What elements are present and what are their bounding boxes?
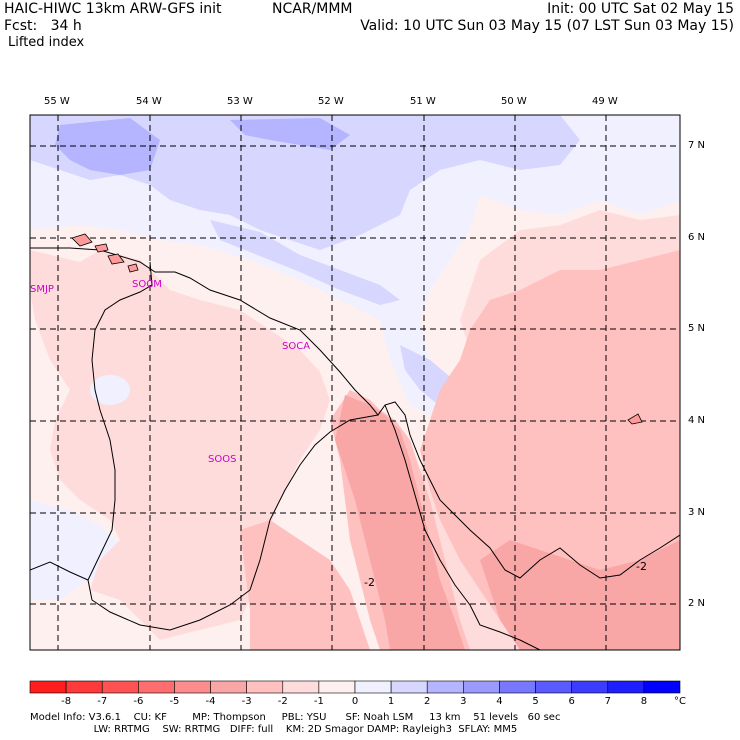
lat-label: 2 N xyxy=(688,598,706,609)
lon-label: 52 W xyxy=(318,96,344,107)
colorbar-label: -6 xyxy=(133,696,144,707)
colorbar-swatch xyxy=(29,680,67,694)
field-blob xyxy=(618,270,642,290)
forecast-hour: Fcst: 34 h xyxy=(4,18,82,34)
lat-label: 3 N xyxy=(688,507,706,518)
border-line xyxy=(384,404,541,650)
lon-label: 55 W xyxy=(44,96,70,107)
contour-label: -2 xyxy=(636,560,647,573)
colorbar-label: -3 xyxy=(241,696,252,707)
field-deeper-pink-region xyxy=(420,250,680,650)
colorbar-swatch xyxy=(210,680,247,694)
colorbar-label: 2 xyxy=(424,696,431,707)
station-label: SOCM xyxy=(132,279,162,290)
field-mid-blue-region xyxy=(30,115,580,250)
model-title: HAIC-HIWC 13km ARW-GFS init xyxy=(4,1,222,17)
init-time: Init: 00 UTC Sat 02 May 15 xyxy=(547,1,734,17)
coastline xyxy=(30,247,680,579)
model-info-line1: Model Info: V3.6.1 CU: KF MP: Thompson P… xyxy=(30,712,561,723)
field-mid-blue-region xyxy=(210,220,400,305)
institution-label: NCAR/MMM xyxy=(272,1,353,17)
colorbar-swatch xyxy=(499,680,536,694)
lon-label: 49 W xyxy=(592,96,618,107)
colorbar-label: 7 xyxy=(604,696,611,707)
colorbar-swatch xyxy=(390,680,428,694)
station-label: SMJP xyxy=(30,284,54,295)
model-info-line2: LW: RRTMG SW: RRTMG DIFF: full KM: 2D Sm… xyxy=(30,724,518,735)
colorbar-swatch xyxy=(282,680,320,694)
lat-label: 7 N xyxy=(688,140,706,151)
colorbar-label: 0 xyxy=(351,696,359,707)
colorbar-label: -8 xyxy=(61,696,72,707)
colorbar-swatch xyxy=(101,680,139,694)
lat-label: 4 N xyxy=(688,415,706,426)
colorbar-swatch xyxy=(426,680,464,694)
field-deep-blue-region xyxy=(55,118,160,175)
colorbar-swatch xyxy=(607,680,645,694)
colorbar-swatch xyxy=(354,680,392,694)
contour-label: -2 xyxy=(364,576,375,589)
colorbar-swatch xyxy=(571,680,609,694)
station-label: SOCA xyxy=(282,341,310,352)
colorbar-label: 3 xyxy=(460,696,467,707)
island-outline xyxy=(71,233,93,247)
border-line xyxy=(87,261,153,581)
colorbar-label: -2 xyxy=(277,696,288,707)
field-blob xyxy=(158,470,202,510)
island-outline xyxy=(127,263,139,273)
lat-label: 6 N xyxy=(688,232,706,243)
lon-label: 54 W xyxy=(136,96,162,107)
map-frame xyxy=(29,114,681,651)
island-outline xyxy=(627,413,643,425)
colorbar-swatch xyxy=(138,680,175,694)
lat-label: 5 N xyxy=(688,323,706,334)
lon-label: 53 W xyxy=(227,96,253,107)
colorbar-label: -5 xyxy=(169,696,180,707)
colorbar-label: 1 xyxy=(387,696,395,707)
colorbar-swatch xyxy=(643,680,681,694)
border-line xyxy=(30,414,379,631)
lon-label: 50 W xyxy=(501,96,527,107)
field-deep-blue-region xyxy=(230,118,350,150)
colorbar-label: -7 xyxy=(97,696,108,707)
graticule xyxy=(30,115,680,650)
field-blob xyxy=(250,428,290,452)
colorbar-swatch xyxy=(174,680,211,694)
field-deeper-pink-region xyxy=(240,520,370,650)
valid-time: Valid: 10 UTC Sun 03 May 15 (07 LST Sun … xyxy=(360,18,734,34)
lon-label: 51 W xyxy=(410,96,436,107)
colorbar-label: 5 xyxy=(532,696,539,707)
colorbar-swatch xyxy=(65,680,103,694)
colorbar-label: 8 xyxy=(640,696,648,707)
island-outline xyxy=(107,253,125,265)
colorbar-unit: °C xyxy=(674,696,686,707)
colorbar-swatch xyxy=(246,680,284,694)
colorbar-swatch xyxy=(535,680,572,694)
island-outline xyxy=(94,243,109,253)
field-strong-pink-region xyxy=(335,395,465,650)
colorbar-swatch xyxy=(463,680,500,694)
colorbar-swatch xyxy=(318,680,356,694)
colorbar-label: 6 xyxy=(568,696,575,707)
colorbar-label: -1 xyxy=(313,696,324,707)
colorbar-label: 4 xyxy=(496,696,503,707)
colorbar-label: -4 xyxy=(205,696,216,707)
station-label: SOOS xyxy=(208,454,236,465)
field-name: Lifted index xyxy=(8,35,85,50)
field-blob xyxy=(90,375,130,405)
